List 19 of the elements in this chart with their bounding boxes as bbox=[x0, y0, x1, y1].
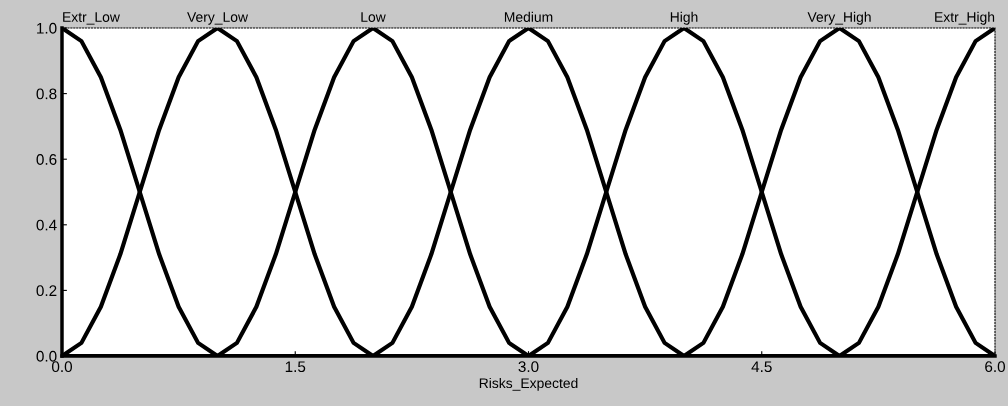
y-tick-label: 0.4 bbox=[36, 219, 57, 231]
x-axis-title: Risks_Expected bbox=[479, 377, 578, 391]
series-label: Medium bbox=[504, 11, 553, 22]
x-tick-label: 4.5 bbox=[751, 361, 772, 373]
y-tick-label: 1.0 bbox=[37, 22, 57, 34]
y-tick-label: 0.8 bbox=[36, 88, 57, 100]
series-label: High bbox=[670, 11, 698, 25]
series-label: Very_High bbox=[807, 11, 871, 25]
series-label: Low bbox=[361, 12, 386, 22]
x-tick-label: 3.0 bbox=[518, 361, 539, 373]
y-tick-label: 0.0 bbox=[36, 350, 57, 362]
x-tick-label: 1.5 bbox=[285, 361, 306, 373]
series-label: Very_Low bbox=[187, 12, 249, 25]
y-tick-label: 0.6 bbox=[36, 154, 57, 165]
series-label: Extr_High bbox=[935, 11, 995, 25]
series-label: Extr_Low bbox=[63, 12, 120, 25]
x-tick-label: 6.0 bbox=[985, 361, 1006, 373]
y-tick-label: 0.2 bbox=[36, 285, 57, 297]
x-tick-label: 0.0 bbox=[51, 361, 73, 373]
